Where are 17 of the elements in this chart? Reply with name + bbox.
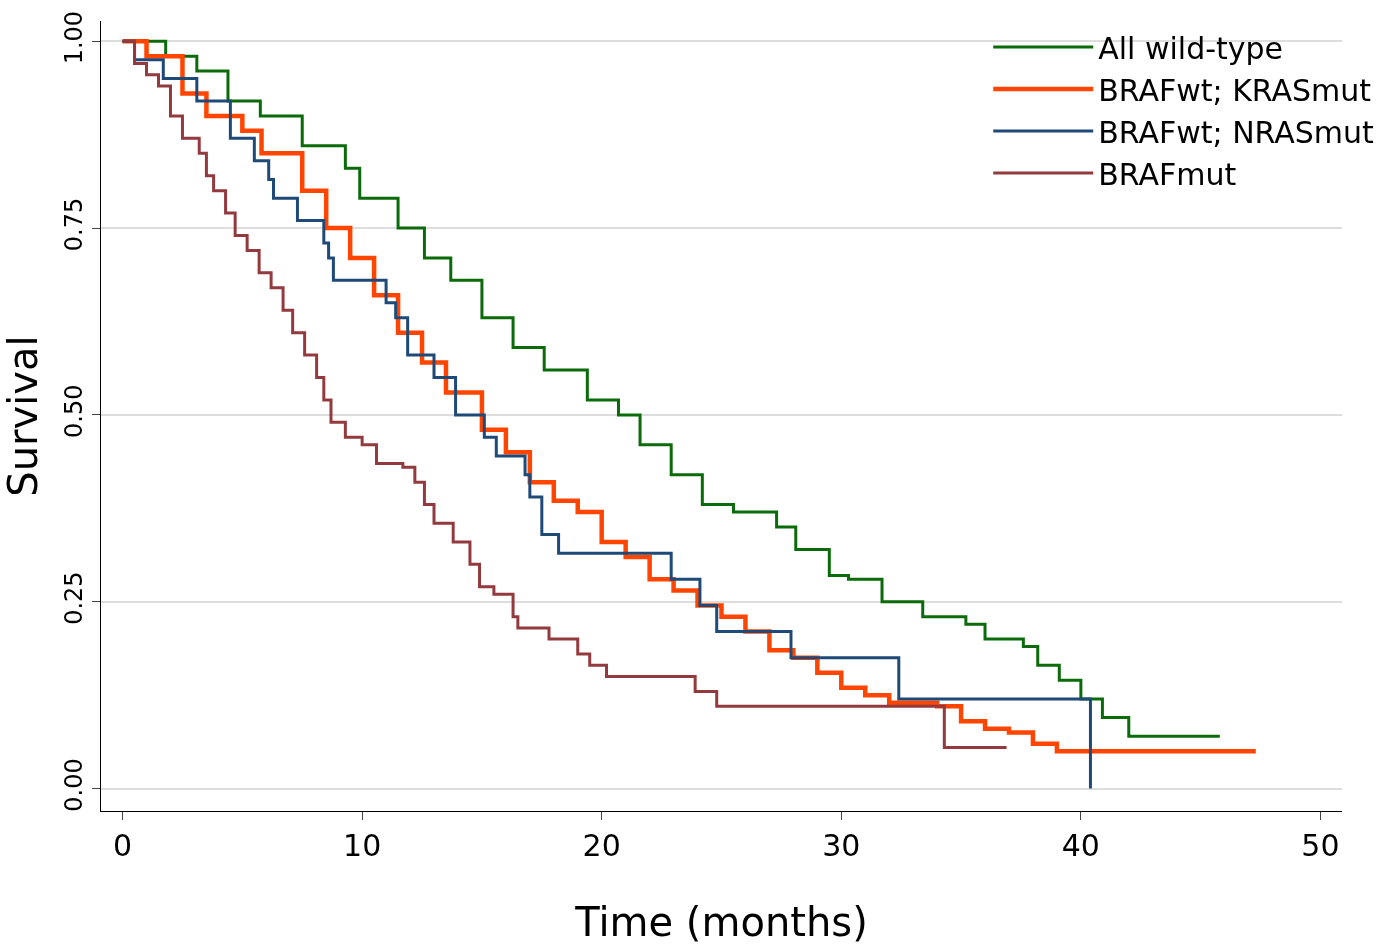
x-axis-title: Time (months)	[574, 898, 868, 945]
legend-label: All wild-type	[1098, 30, 1284, 66]
y-tick-label: 0.25	[60, 571, 89, 625]
y-tick-label: 0.75	[60, 197, 89, 252]
x-tick-label: 20	[582, 828, 621, 863]
y-tick-label: 1.00	[60, 10, 89, 65]
x-tick-label: 30	[822, 828, 861, 863]
x-tick-label: 50	[1301, 828, 1340, 863]
legend-label: BRAFwt; NRASmut	[1098, 114, 1375, 150]
y-tick-label: 0.00	[60, 758, 89, 812]
x-tick-label: 40	[1061, 828, 1100, 863]
x-tick-label: 0	[113, 828, 133, 863]
y-tick-label: 0.50	[60, 384, 89, 438]
legend-label: BRAFmut	[1098, 156, 1237, 192]
y-axis-title: Survival	[0, 335, 46, 497]
x-tick-label: 10	[343, 828, 382, 863]
legend-label: BRAFwt; KRASmut	[1098, 72, 1372, 108]
